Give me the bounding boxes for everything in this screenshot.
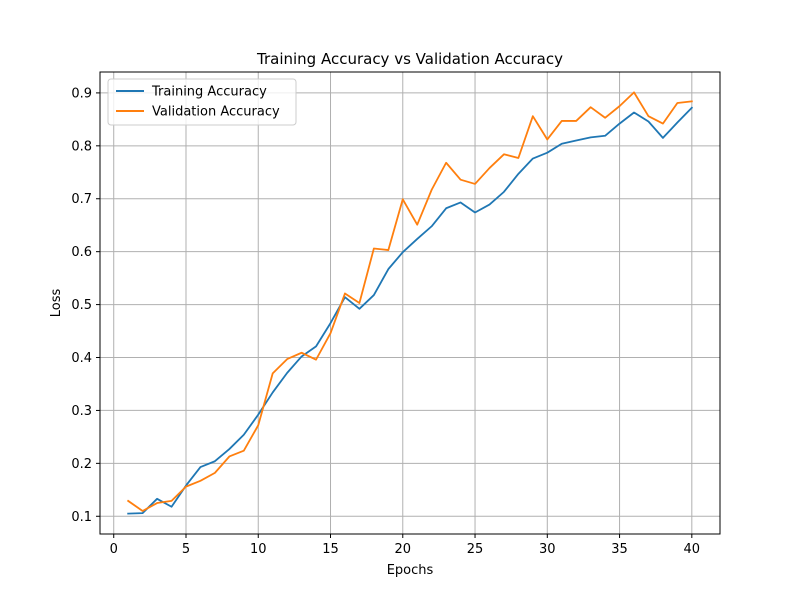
series-layer [126,91,694,515]
y-axis: 0.1 0.2 0.3 0.4 0.5 0.6 0.7 0.8 0.9 [71,86,100,525]
y-tick-label: 0.4 [71,351,92,366]
y-tick-label: 0.3 [71,404,92,419]
chart-title: Training Accuracy vs Validation Accuracy [256,50,563,68]
x-tick-label: 25 [467,542,484,557]
x-tick-label: 20 [395,542,412,557]
y-tick-label: 0.2 [71,457,92,472]
x-axis-label: Epochs [387,563,434,578]
plot-frame [99,71,721,535]
y-tick-label: 0.1 [71,510,92,525]
y-axis-label: Loss [49,289,64,318]
legend: Training Accuracy Validation Accuracy [107,78,297,126]
x-tick-label: 10 [250,542,267,557]
x-tick-label: 30 [539,542,556,557]
y-tick-label: 0.7 [71,192,92,207]
x-tick-label: 15 [322,542,339,557]
x-tick-label: 40 [684,542,701,557]
x-tick-label: 0 [110,542,118,557]
x-axis: 0 5 10 15 20 25 30 35 40 [110,534,701,557]
x-tick-label: 35 [611,542,628,557]
legend-label-training-accuracy: Training Accuracy [151,85,267,100]
x-tick-label: 5 [182,542,190,557]
grid [100,72,720,534]
series-line-training-accuracy [127,106,694,515]
plot-area [100,72,720,534]
legend-box [107,78,297,126]
y-tick-label: 0.8 [71,139,92,154]
y-tick-label: 0.5 [71,298,92,313]
y-tick-label: 0.6 [71,245,92,260]
series-line-validation-accuracy [126,91,693,512]
y-tick-label: 0.9 [71,86,92,101]
legend-label-validation-accuracy: Validation Accuracy [152,105,280,120]
